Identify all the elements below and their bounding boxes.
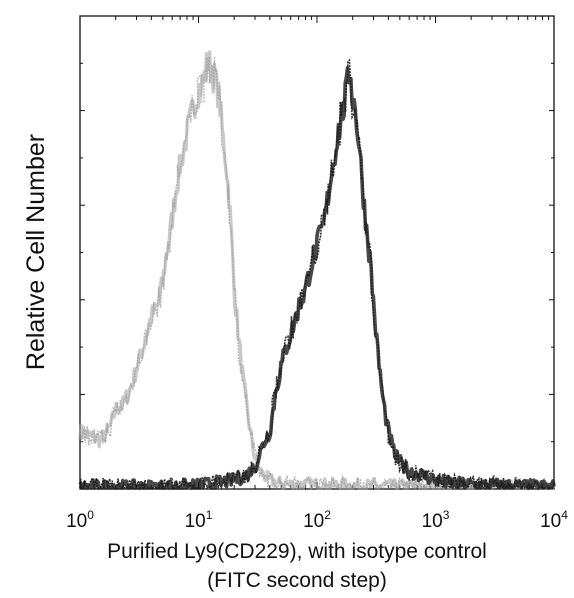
x-tick-labels: 100 101 102 103 104 [66, 508, 568, 532]
x-axis-title-line2: (FITC second step) [207, 569, 387, 592]
x-tick-label: 101 [185, 508, 213, 532]
y-axis-title: Relative Cell Number [22, 134, 50, 370]
x-axis-title-line1: Purified Ly9(CD229), with isotype contro… [107, 540, 487, 563]
y-axis-ticks [80, 15, 554, 490]
x-tick-label: 102 [303, 508, 331, 532]
x-tick-label: 103 [422, 508, 450, 532]
x-tick-label: 104 [540, 508, 568, 532]
series-ly9 [78, 58, 556, 491]
histogram-curve [78, 66, 556, 490]
histogram-curve-texture [78, 56, 555, 491]
series-layer [78, 50, 556, 491]
x-tick-label: 100 [66, 508, 94, 532]
series-isotype-control [78, 50, 555, 491]
histogram-curve-texture [79, 58, 556, 491]
histogram-curve [78, 50, 555, 490]
